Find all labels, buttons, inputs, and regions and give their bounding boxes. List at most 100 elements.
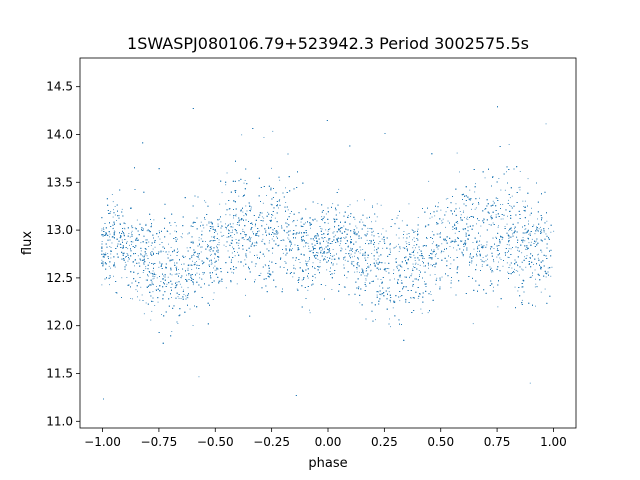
data-point: [199, 277, 201, 279]
data-point: [412, 247, 414, 249]
data-point: [535, 240, 537, 242]
data-point: [201, 278, 202, 280]
data-point: [400, 282, 402, 284]
data-point: [276, 236, 277, 238]
data-point: [411, 229, 413, 231]
data-point: [496, 256, 498, 258]
data-point: [255, 245, 257, 246]
data-point: [198, 255, 200, 257]
data-point: [244, 232, 245, 234]
data-point: [108, 265, 110, 267]
data-point: [198, 239, 200, 241]
data-point: [413, 237, 415, 239]
data-point: [299, 231, 301, 233]
data-point: [475, 207, 477, 209]
data-point: [242, 211, 244, 213]
data-point: [243, 182, 245, 184]
data-point: [413, 249, 415, 251]
data-point: [305, 263, 307, 265]
data-point: [186, 247, 188, 249]
data-point: [364, 253, 366, 255]
data-point: [285, 187, 286, 189]
data-point: [113, 209, 114, 211]
data-point: [276, 232, 277, 233]
data-point: [151, 310, 153, 312]
data-point: [454, 232, 456, 234]
data-point: [275, 230, 277, 232]
data-point: [235, 239, 237, 240]
data-point: [378, 236, 380, 238]
data-point: [459, 207, 460, 209]
data-point: [129, 236, 131, 238]
data-point: [389, 318, 390, 320]
data-point: [332, 256, 334, 258]
data-point: [394, 278, 395, 280]
data-point: [288, 238, 290, 240]
data-point: [442, 218, 444, 220]
data-point: [417, 252, 419, 254]
data-point: [506, 244, 508, 245]
data-point: [550, 275, 552, 277]
data-point: [429, 274, 431, 276]
data-point: [456, 249, 458, 251]
data-point: [367, 263, 368, 264]
data-point: [457, 222, 459, 224]
data-point: [461, 240, 463, 242]
data-point: [343, 264, 345, 266]
data-point: [489, 266, 491, 268]
data-point: [506, 252, 508, 253]
data-point: [250, 206, 252, 208]
data-point: [441, 276, 443, 278]
data-point: [436, 277, 438, 279]
data-point: [316, 220, 318, 222]
data-point: [427, 312, 429, 314]
data-point: [356, 268, 358, 270]
data-point: [359, 252, 361, 254]
data-point: [168, 251, 170, 253]
data-point: [293, 264, 295, 266]
data-point: [139, 299, 141, 301]
data-point: [545, 276, 547, 278]
data-point: [212, 299, 214, 300]
data-point: [216, 269, 217, 271]
data-point: [246, 210, 248, 212]
data-point: [262, 202, 264, 204]
data-point: [272, 215, 274, 216]
data-point: [339, 212, 341, 214]
data-point: [149, 262, 150, 264]
data-point: [332, 203, 334, 205]
data-point: [153, 272, 155, 274]
data-point: [476, 223, 477, 225]
data-point: [498, 261, 499, 263]
data-point: [357, 264, 359, 266]
data-point: [360, 219, 362, 221]
data-point: [544, 288, 546, 290]
data-point: [345, 248, 347, 250]
data-point: [362, 249, 364, 250]
data-point: [299, 262, 301, 263]
data-point: [350, 262, 352, 264]
data-point: [327, 252, 329, 253]
data-point: [306, 265, 308, 267]
data-point: [467, 218, 469, 220]
data-point: [389, 250, 391, 252]
data-point: [367, 230, 369, 232]
data-point: [507, 271, 509, 273]
data-point: [187, 267, 189, 269]
data-point: [127, 253, 129, 255]
data-point: [204, 200, 205, 202]
data-point: [402, 287, 404, 289]
data-point: [214, 265, 216, 267]
data-point: [176, 266, 178, 268]
data-point: [292, 276, 294, 278]
data-point: [284, 261, 286, 262]
data-point: [545, 123, 547, 125]
data-point: [519, 189, 521, 191]
data-point: [137, 272, 139, 274]
data-point: [192, 240, 194, 242]
data-point: [422, 256, 424, 257]
data-point: [174, 262, 175, 264]
data-point: [272, 229, 274, 231]
data-point: [482, 247, 484, 249]
data-point: [242, 228, 244, 230]
